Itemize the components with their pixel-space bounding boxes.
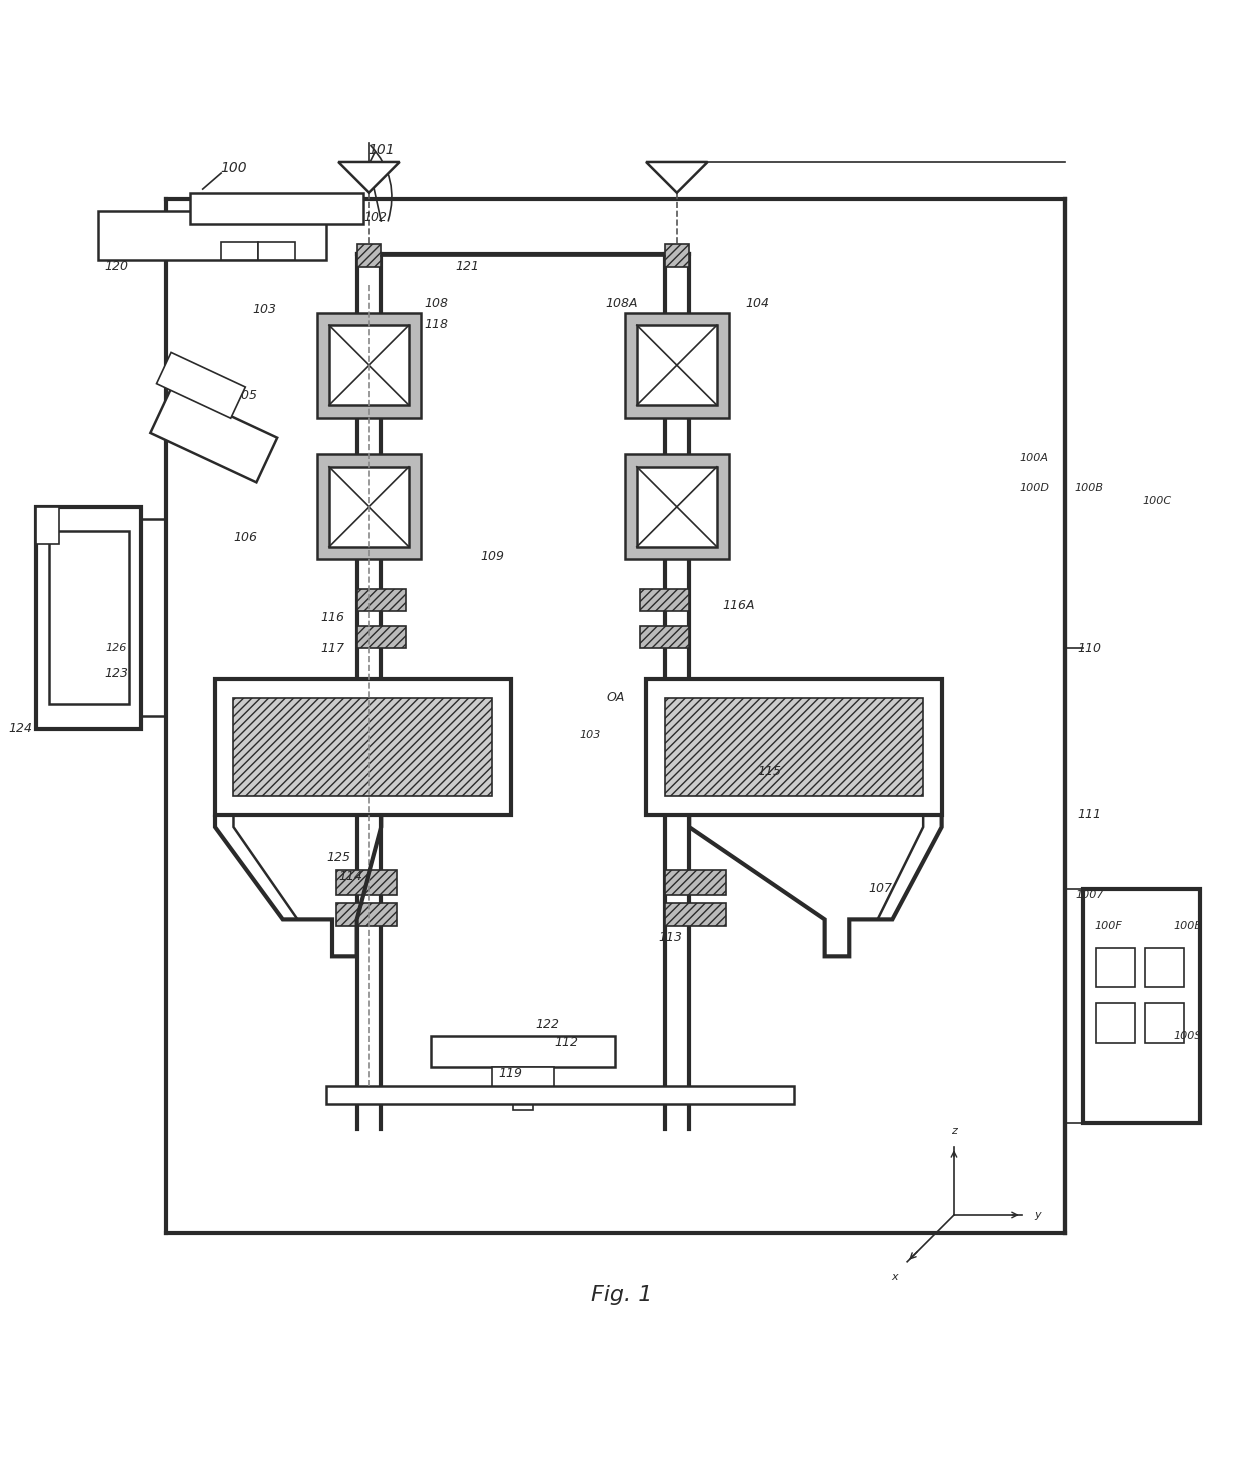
Text: 100S: 100S (1174, 1032, 1203, 1042)
Text: OA: OA (606, 691, 625, 704)
Text: 100B: 100B (1075, 484, 1104, 494)
Bar (1145, 1002, 1184, 1043)
Text: 100A: 100A (1019, 453, 1049, 462)
Bar (36, 507, 141, 728)
Text: 100C: 100C (1142, 495, 1172, 506)
Bar (640, 627, 689, 648)
Bar (233, 698, 492, 796)
Text: 112: 112 (554, 1036, 578, 1049)
Text: 124: 124 (9, 723, 32, 734)
Text: 500: 500 (160, 408, 184, 421)
Bar (336, 903, 397, 925)
Bar (665, 698, 923, 796)
Bar (336, 870, 397, 895)
Bar (646, 679, 941, 814)
Bar (513, 1091, 533, 1110)
Text: 108: 108 (424, 297, 449, 310)
Text: 113: 113 (658, 931, 683, 944)
Bar (329, 466, 409, 546)
Text: 100E: 100E (1174, 921, 1202, 931)
Text: 116: 116 (320, 610, 343, 624)
Text: 118: 118 (424, 318, 449, 331)
Bar (357, 589, 405, 612)
Bar (36, 507, 58, 543)
Bar (357, 245, 381, 267)
Text: 105: 105 (234, 389, 258, 402)
Text: 114: 114 (339, 870, 362, 883)
Bar (48, 532, 129, 704)
Bar (640, 589, 689, 612)
Polygon shape (646, 162, 708, 192)
Bar (215, 679, 511, 814)
Text: 108A: 108A (605, 297, 637, 310)
Text: 106: 106 (234, 532, 258, 543)
Text: 1007: 1007 (1075, 890, 1104, 900)
Text: Fig. 1: Fig. 1 (590, 1285, 652, 1305)
Bar (1096, 947, 1135, 988)
Text: 103: 103 (580, 730, 601, 740)
Text: 117: 117 (320, 643, 343, 656)
Bar (357, 627, 405, 648)
Polygon shape (339, 162, 399, 192)
Bar (492, 1067, 554, 1091)
Text: 125: 125 (326, 851, 350, 864)
Text: 123: 123 (104, 667, 129, 679)
Text: 100: 100 (221, 162, 247, 175)
Text: 111: 111 (1078, 809, 1101, 822)
Bar (625, 455, 729, 559)
Bar (98, 211, 326, 261)
Text: 107: 107 (868, 881, 892, 895)
Text: z: z (951, 1126, 957, 1136)
Bar (625, 313, 729, 418)
Bar (430, 1036, 615, 1067)
Bar (665, 903, 727, 925)
Bar (258, 242, 295, 261)
Text: 104: 104 (745, 297, 769, 310)
Text: 120: 120 (104, 261, 129, 272)
Bar (665, 245, 689, 267)
Bar (150, 388, 278, 482)
Bar (1096, 1002, 1135, 1043)
Text: x: x (892, 1272, 898, 1282)
Bar (637, 325, 717, 405)
Text: 115: 115 (758, 765, 781, 778)
Bar (221, 242, 258, 261)
Text: 102: 102 (363, 211, 387, 224)
Text: 126: 126 (105, 644, 128, 653)
Bar (156, 353, 246, 418)
Bar (329, 325, 409, 405)
Text: 121: 121 (455, 261, 480, 272)
Bar (191, 192, 363, 223)
Bar (665, 870, 727, 895)
Text: 119: 119 (498, 1067, 522, 1080)
Bar (637, 466, 717, 546)
Text: 101: 101 (368, 143, 394, 157)
Text: 100F: 100F (1094, 921, 1122, 931)
Text: 122: 122 (536, 1017, 559, 1030)
Text: 109: 109 (480, 549, 505, 562)
Bar (1084, 889, 1200, 1122)
Text: y: y (1034, 1209, 1042, 1220)
Text: 103: 103 (252, 303, 277, 316)
Text: 110: 110 (1078, 643, 1101, 656)
Text: 100D: 100D (1019, 484, 1049, 494)
Text: 116A: 116A (722, 599, 755, 612)
Bar (1145, 947, 1184, 988)
Bar (316, 313, 422, 418)
Bar (316, 455, 422, 559)
Bar (326, 1085, 794, 1104)
